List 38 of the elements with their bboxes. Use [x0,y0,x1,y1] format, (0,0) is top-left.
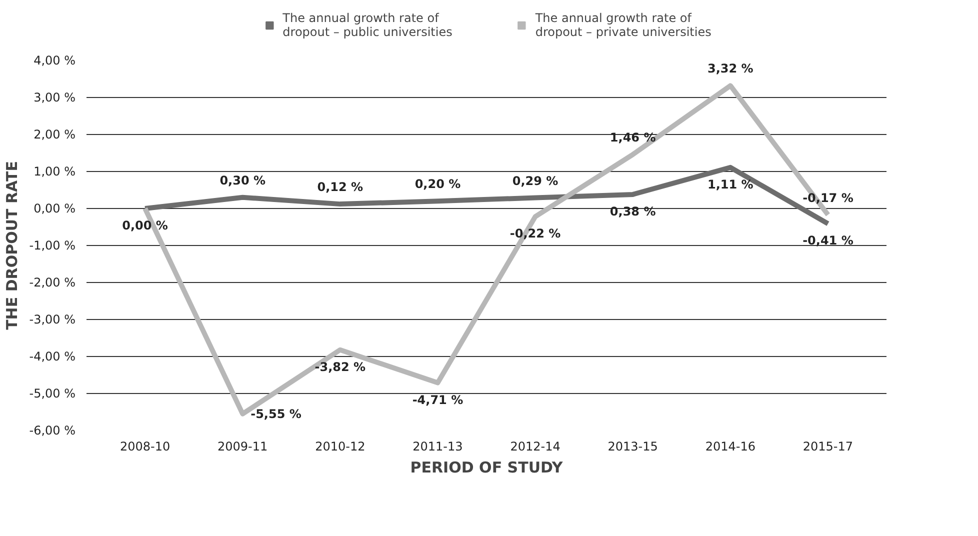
x-tick-label: 2015-17 [802,440,854,454]
y-tick-label: 3,00 % [34,90,76,104]
data-label: 0,00 % [122,218,168,232]
data-label: 0,38 % [610,204,656,218]
x-tick-label: 2011-13 [412,440,463,454]
data-label: -0,22 % [510,226,561,241]
legend-label: The annual growth rate of dropout – public universities [282,11,452,39]
x-tick-label: 2013-15 [608,440,658,454]
data-label: -5,55 % [250,406,302,421]
x-tick-label: 2014-16 [705,440,756,454]
y-tick-label: -3,00 % [29,312,76,326]
y-tick-label: 2,00 % [34,128,76,142]
y-axis-title: THE DROPOUT RATE [3,161,22,330]
data-label: 0,29 % [512,174,558,188]
data-label: 0,30 % [220,173,266,188]
data-label: -0,41 % [802,234,854,248]
y-tick-label: 0,00 % [34,202,76,216]
data-label: 1,46 % [610,130,656,144]
y-tick-label: -1,00 % [29,238,76,252]
data-label: 0,20 % [414,177,461,192]
x-tick-label: 2009-11 [218,440,268,454]
data-label: 3,32 % [708,62,754,76]
x-tick-label: 2008-10 [120,440,170,454]
data-label: -4,71 % [412,392,464,407]
x-tick-label: 2010-12 [315,440,366,454]
y-tick-label: -5,00 % [29,386,76,400]
x-axis-title: PERIOD OF STUDY [410,458,564,476]
y-tick-label: 1,00 % [34,164,76,178]
data-label: -3,82 % [314,360,366,374]
data-label: 1,11 % [708,177,754,192]
data-label: 0,12 % [317,180,364,194]
legend-label: The annual growth rate of dropout – private universities [535,11,712,39]
data-label: -0,17 % [802,190,854,205]
x-tick-label: 2012-14 [510,440,560,454]
y-tick-label: -4,00 % [29,350,76,364]
y-tick-label: -6,00 % [29,424,76,438]
y-tick-label: -2,00 % [29,276,76,290]
y-tick-label: 4,00 % [34,54,76,68]
